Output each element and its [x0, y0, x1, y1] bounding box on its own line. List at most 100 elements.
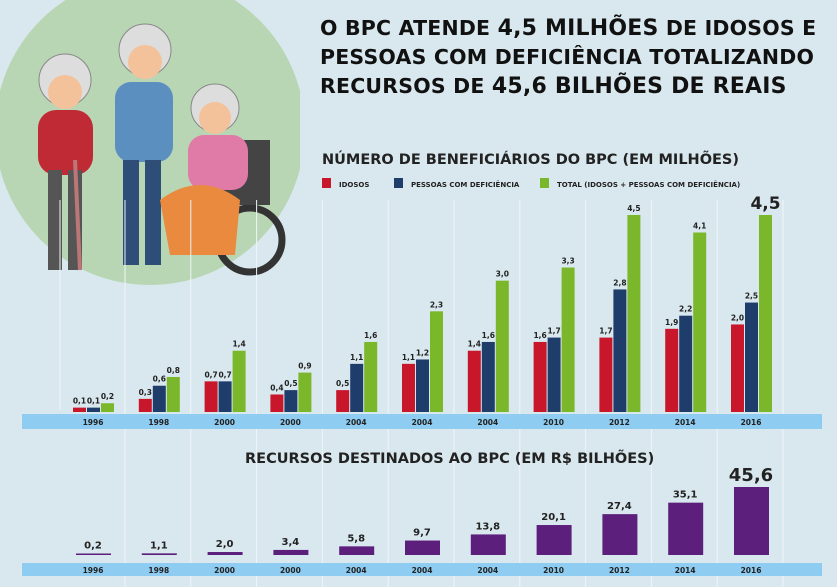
bar-idosos: [467, 350, 481, 412]
headline-text: RECURSOS DE: [320, 74, 492, 98]
bar-idosos: [336, 390, 350, 412]
data-label-recursos: 20,1: [541, 512, 566, 523]
headline-highlight: 45,6 BILHÕES DE REAIS: [491, 74, 787, 99]
bar-idosos: [270, 394, 284, 412]
bar-idosos: [599, 337, 613, 412]
x-tick-label: 1998: [148, 566, 169, 575]
data-label-idosos: 2,0: [731, 313, 744, 322]
bar-total: [693, 232, 707, 412]
data-label-total: 3,0: [496, 270, 509, 279]
bar-recursos: [602, 514, 638, 555]
x-tick-label: 2000: [214, 566, 235, 575]
data-label-deficiencia: 2,8: [613, 278, 626, 287]
data-label-deficiencia: 1,2: [416, 348, 429, 357]
data-label-idosos: 1,7: [599, 327, 612, 336]
bar-total: [495, 280, 509, 412]
bar-total: [166, 376, 180, 412]
data-label-deficiencia: 0,7: [218, 370, 231, 379]
bar-recursos: [405, 540, 440, 555]
bar-total: [561, 267, 575, 412]
x-tick-label: 2004: [412, 566, 433, 575]
data-label-recursos: 27,4: [607, 501, 632, 512]
bar-recursos: [668, 502, 704, 555]
bar-recursos: [141, 553, 177, 555]
data-label-total: 0,9: [298, 362, 311, 371]
bar-deficiencia: [152, 385, 166, 412]
x-tick-label: 2000: [280, 418, 301, 427]
x-tick-label: 2014: [675, 418, 696, 427]
headline-line-1: O BPC ATENDE 4,5 MILHÕES DE IDOSOS E: [320, 14, 816, 43]
data-label-total: 1,6: [364, 331, 377, 340]
data-label-recursos: 35,1: [673, 490, 698, 501]
bar-idosos: [402, 363, 415, 412]
bar-idosos: [731, 324, 744, 412]
data-label-idosos: 0,5: [336, 379, 349, 388]
bar-recursos: [339, 546, 375, 555]
data-label-total: 4,1: [693, 222, 706, 231]
x-tick-label: 1996: [83, 566, 104, 575]
data-label-recursos: 9,7: [413, 528, 431, 539]
data-label-idosos: 1,9: [665, 318, 678, 327]
data-label-total: 0,8: [167, 366, 180, 375]
data-label-recursos: 45,6: [729, 465, 773, 486]
data-label-idosos: 1,6: [533, 331, 546, 340]
bar-recursos: [76, 553, 111, 555]
bar-deficiencia: [613, 289, 627, 412]
headline: O BPC ATENDE 4,5 MILHÕES DE IDOSOS E PES…: [320, 14, 816, 101]
x-tick-label: 2016: [741, 566, 762, 575]
bar-total: [232, 350, 246, 412]
x-tick-label: 2004: [477, 418, 498, 427]
x-tick-label: 1998: [148, 418, 169, 427]
x-tick-label: 1996: [83, 418, 104, 427]
bar-deficiencia: [547, 337, 561, 412]
legend-label-total: TOTAL (IDOSOS + PESSOAS COM DEFICIÊNCIA): [557, 180, 740, 189]
bar-total: [298, 372, 312, 412]
data-label-recursos: 0,2: [84, 541, 102, 552]
data-label-deficiencia: 0,1: [87, 397, 100, 406]
data-label-idosos: 1,1: [402, 353, 415, 362]
x-tick-label: 2014: [675, 566, 696, 575]
data-label-idosos: 0,1: [73, 397, 86, 406]
bar-total: [627, 215, 641, 412]
headline-line-2: PESSOAS COM DEFICIÊNCIA TOTALIZANDO: [320, 45, 815, 69]
data-label-recursos: 5,8: [347, 533, 365, 544]
bar-idosos: [665, 328, 679, 412]
x-axis-band: [22, 414, 822, 429]
headline-text: DE IDOSOS E: [658, 16, 817, 40]
caregiver-icon: [115, 23, 173, 265]
chart-title: RECURSOS DESTINADOS AO BPC (EM R$ BILHÕE…: [245, 449, 654, 467]
x-tick-label: 2012: [609, 566, 630, 575]
x-tick-label: 2000: [280, 566, 301, 575]
data-label-recursos: 13,8: [475, 521, 500, 532]
x-axis-band: [22, 563, 822, 576]
legend-swatch-deficiencia: [394, 178, 403, 188]
data-label-deficiencia: 1,7: [547, 327, 560, 336]
bar-recursos: [536, 525, 572, 555]
bar-recursos: [273, 549, 309, 555]
bar-total: [430, 311, 443, 412]
data-label-total: 1,4: [232, 340, 245, 349]
legend-label-idosos: IDOSOS: [339, 181, 369, 189]
data-label-idosos: 0,3: [139, 388, 152, 397]
data-label-total: 0,2: [101, 392, 114, 401]
chart-title: NÚMERO DE BENEFICIÁRIOS DO BPC (EM MILHÕ…: [322, 150, 739, 168]
bar-recursos: [734, 487, 769, 555]
data-label-idosos: 0,4: [270, 383, 283, 392]
headline-highlight: 4,5 MILHÕES: [497, 16, 659, 41]
bar-idosos: [138, 398, 152, 412]
bar-deficiencia: [481, 341, 495, 412]
x-tick-label: 2000: [214, 418, 235, 427]
bar-deficiencia: [218, 381, 232, 412]
data-label-total: 3,3: [561, 257, 574, 266]
headline-text: O BPC ATENDE: [320, 16, 498, 40]
bar-total: [101, 403, 114, 412]
bar-deficiencia: [350, 363, 364, 412]
bar-deficiencia: [745, 302, 758, 412]
bar-recursos: [207, 552, 243, 555]
wheelchair-woman-icon: [160, 83, 286, 276]
bar-idosos: [533, 341, 547, 412]
data-label-deficiencia: 1,6: [482, 331, 495, 340]
bar-total: [759, 215, 772, 412]
bar-idosos: [73, 407, 86, 412]
